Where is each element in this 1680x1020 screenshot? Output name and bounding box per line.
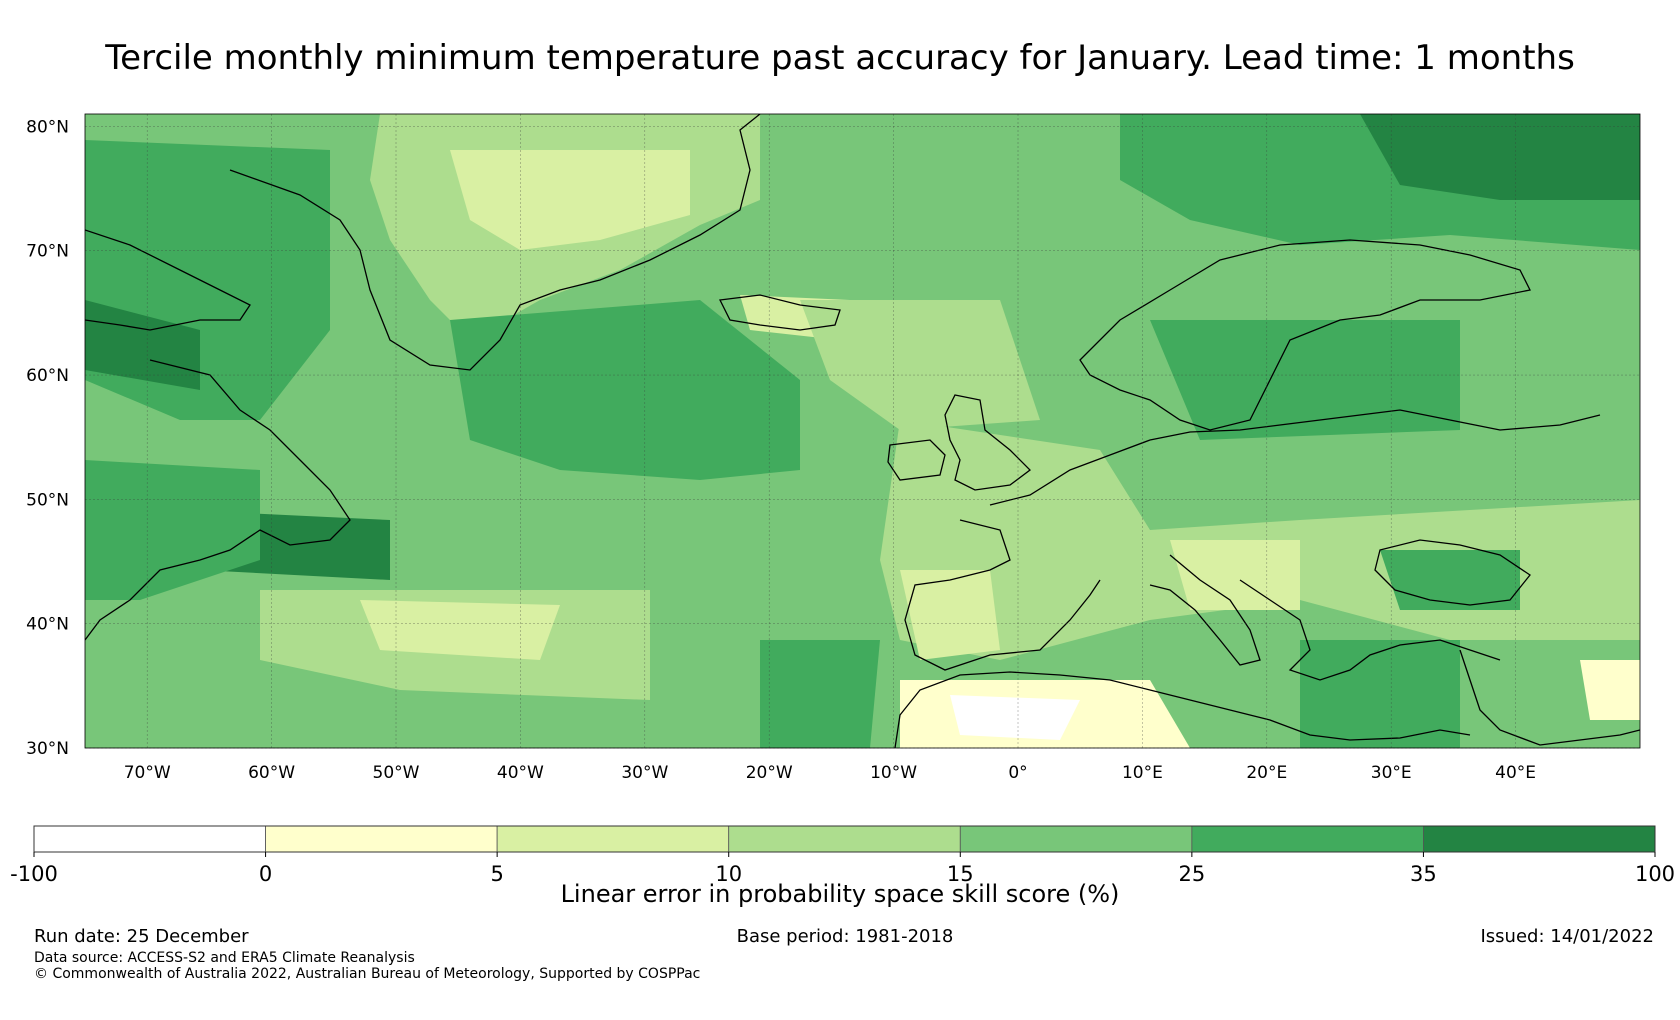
coastline-iceland — [719, 294, 841, 331]
coastline-black-sea — [1374, 539, 1531, 606]
colorbar-tick-label: 15 — [947, 862, 974, 886]
lon-tick-label: 20°E — [1246, 763, 1287, 783]
region-east-atlantic-light — [800, 300, 1040, 430]
lat-tick-label: 70°N — [26, 242, 69, 262]
lon-tick-label: 70°W — [124, 763, 171, 783]
region-balkans-pale — [1170, 540, 1300, 610]
coastline-balkans-greece — [1239, 579, 1501, 681]
lon-tick-label: 60°W — [248, 763, 295, 783]
lon-tick-label: 50°W — [373, 763, 420, 783]
lat-tick-label: 40°N — [26, 615, 69, 635]
region-sahara-white — [950, 695, 1080, 740]
colorbar-segment — [1423, 825, 1656, 853]
colorbar-segment — [496, 825, 730, 853]
coastlines — [85, 114, 1640, 748]
region-arctic-dark — [1360, 114, 1640, 200]
coastline-iberia — [904, 519, 1101, 671]
colorbar-tick-label: -100 — [10, 862, 58, 886]
region-iberia-pale — [900, 570, 1000, 660]
colorbar-segment — [959, 825, 1193, 853]
lat-tick-label: 80°N — [26, 117, 69, 137]
region-mideast-pale — [1580, 660, 1640, 720]
colorbar-label: Linear error in probability space skill … — [560, 880, 1120, 908]
lon-tick-label: 40°E — [1495, 763, 1536, 783]
lon-tick-label: 40°W — [497, 763, 544, 783]
region-scandinavia-dark — [1150, 320, 1460, 440]
data-source: Data source: ACCESS-S2 and ERA5 Climate … — [34, 950, 415, 966]
lon-tick-label: 10°W — [870, 763, 917, 783]
colorbar-tick-label: 0 — [259, 862, 272, 886]
colorbar-tick-label: 100 — [1635, 862, 1675, 886]
lon-tick-label: 30°W — [621, 763, 668, 783]
colorbar-tick-label: 35 — [1410, 862, 1437, 886]
region-blacksea-dark — [1380, 550, 1520, 610]
colorbar-tick-label: 5 — [490, 862, 503, 886]
coastline-levant — [1459, 649, 1640, 746]
region-azores-dark — [760, 640, 880, 748]
run-date: Run date: 25 December — [34, 926, 249, 947]
lon-tick-label: 10°E — [1122, 763, 1163, 783]
colorbar-tick-label: 10 — [715, 862, 742, 886]
coastline-north-africa — [894, 671, 1471, 748]
base-period: Base period: 1981-2018 — [736, 926, 954, 947]
colorbar-frame — [33, 825, 1656, 853]
coastline-scandinavia — [1079, 239, 1531, 431]
lat-tick-label: 30°N — [26, 739, 69, 759]
region-levant-dark — [1300, 640, 1460, 748]
map-title: Tercile monthly minimum temperature past… — [105, 38, 1575, 78]
region-greenland-core — [450, 150, 690, 250]
lon-tick-label: 20°W — [746, 763, 793, 783]
copyright: © Commonwealth of Australia 2022, Austra… — [34, 966, 701, 982]
region-northatlantic — [450, 300, 800, 480]
coastline-continental-europe — [989, 409, 1601, 506]
colorbar: -100 0 5 10 15 25 35 100 — [10, 825, 1675, 886]
region-baffin-dark — [85, 300, 200, 390]
coastline-italy — [1149, 554, 1261, 666]
coastline-britain — [944, 394, 1031, 491]
region-nw-canada — [85, 460, 260, 600]
colorbar-segment — [265, 825, 498, 853]
map-frame — [84, 113, 1641, 749]
lat-tick-label: 60°N — [26, 366, 69, 386]
coastline-labrador — [85, 359, 351, 641]
colorbar-segment — [33, 825, 266, 853]
skill-regions — [85, 114, 1640, 748]
colorbar-segment — [728, 825, 961, 853]
region-subtropic-pale — [360, 600, 560, 660]
coastline-ireland — [887, 439, 946, 481]
coastline-baffin — [85, 229, 251, 331]
coastline-greenland — [229, 114, 761, 371]
colorbar-tick-label: 25 — [1178, 862, 1205, 886]
lat-tick-label: 50°N — [26, 490, 69, 510]
longitude-labels: 70°W 60°W 50°W 40°W 30°W 20°W 10°W 0° 10°E 20°E 30… — [124, 763, 1536, 783]
lon-tick-label: 0° — [1008, 763, 1027, 783]
lon-tick-label: 30°E — [1371, 763, 1412, 783]
issued-date: Issued: 14/01/2022 — [1480, 926, 1654, 947]
colorbar-segment — [1191, 825, 1424, 853]
latitude-labels: 80°N 70°N 60°N 50°N 40°N 30°N — [26, 117, 69, 759]
map-area — [84, 113, 1641, 749]
